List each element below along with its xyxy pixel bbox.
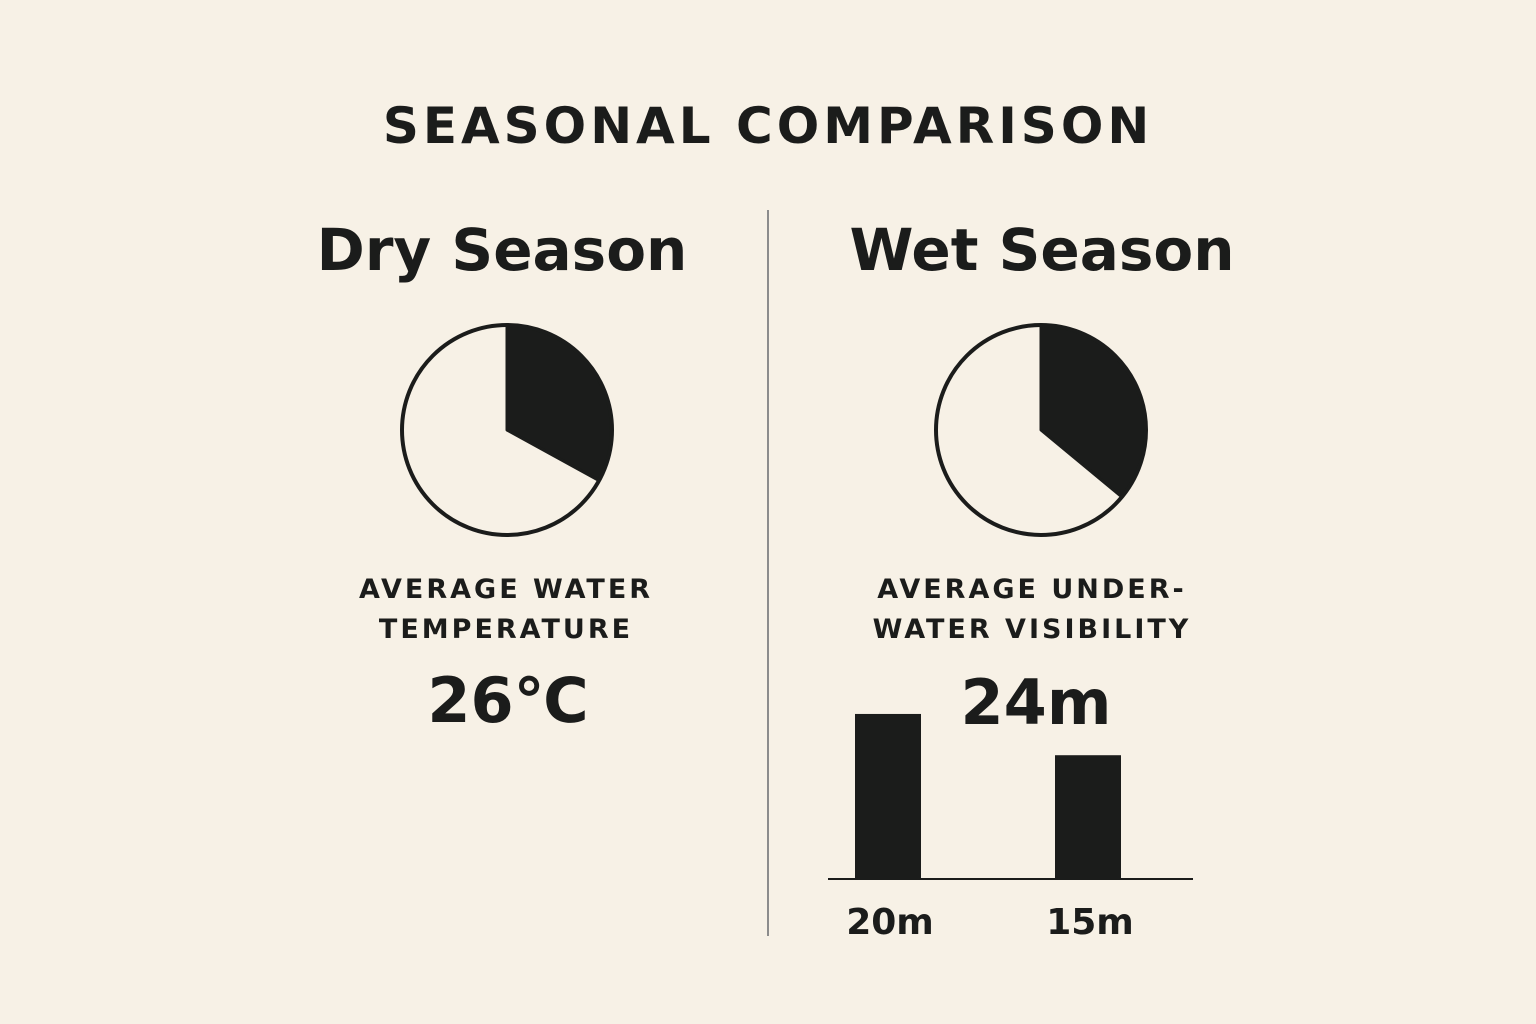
pie-outline — [934, 323, 1148, 537]
x-tick-label: 15m — [1046, 902, 1134, 943]
dry-metric-value: 26℃ — [427, 664, 589, 737]
pie-outline — [400, 323, 614, 537]
bar-20m — [855, 713, 921, 879]
center-divider — [767, 210, 769, 936]
x-tick-label: 20m — [846, 902, 934, 943]
page-title: SEASONAL COMPARISON — [382, 97, 1154, 155]
wet-metric-label-line-1: AVERAGE UNDER- — [877, 574, 1187, 605]
bar-15m — [1055, 755, 1121, 879]
dry-season-pie-chart — [400, 323, 614, 537]
visibility-bar-chart: 20m 15m — [828, 713, 1193, 943]
wet-metric-label-line-2: WATER VISIBILITY — [872, 614, 1192, 645]
wet-metric-label: AVERAGE UNDER- WATER VISIBILITY — [832, 570, 1232, 650]
wet-season-pie-chart — [934, 323, 1148, 537]
dry-metric-label-line-2: TEMPERATURE — [378, 614, 634, 645]
dry-metric-label: AVERAGE WATER TEMPERATURE — [306, 570, 706, 650]
dry-season-title: Dry Season — [316, 216, 688, 284]
wet-season-title: Wet Season — [849, 216, 1235, 284]
wet-metric-value: 24m — [960, 666, 1112, 739]
dry-metric-label-line-1: AVERAGE WATER — [358, 574, 654, 605]
